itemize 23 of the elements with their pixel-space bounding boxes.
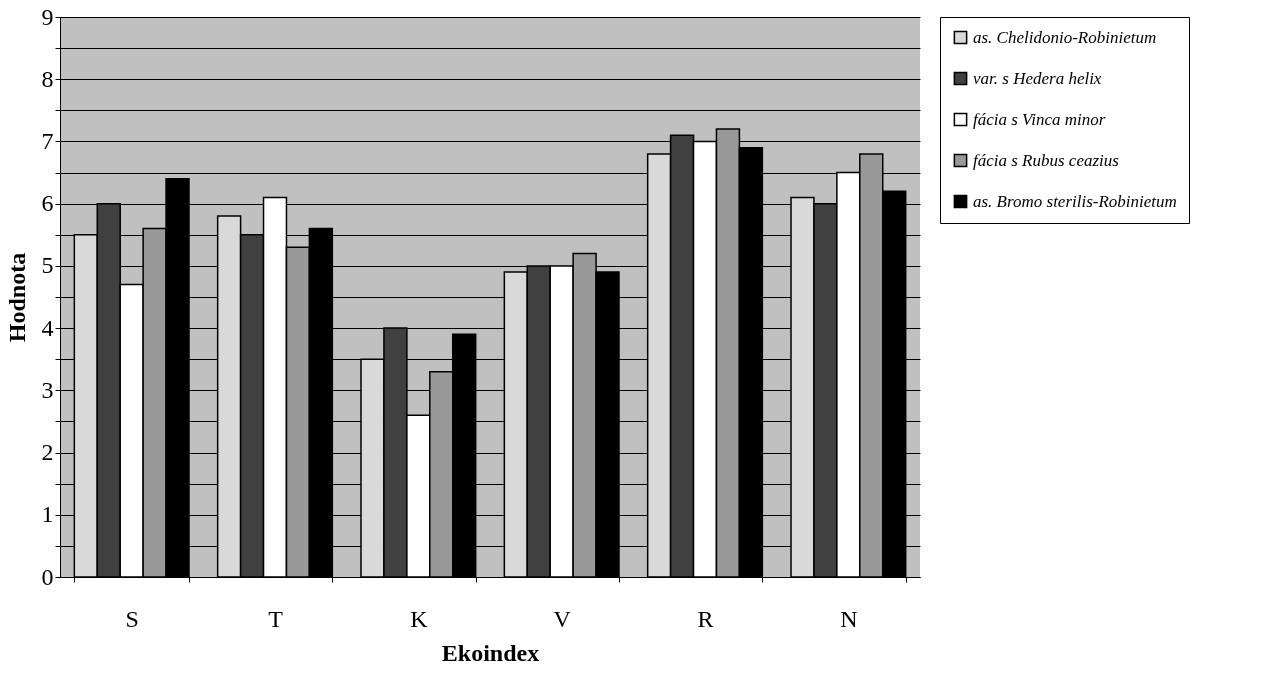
legend-label: var. s Hedera helix (973, 68, 1102, 88)
y-tick-label: 0 (41, 563, 54, 590)
x-tick-label: N (840, 605, 858, 632)
y-tick-label: 2 (41, 439, 54, 466)
x-tick-label: S (125, 605, 139, 632)
y-tick-label: 1 (41, 501, 54, 528)
legend-label: fácia s Rubus ceazius (973, 150, 1120, 170)
x-axis-title: Ekoindex (441, 639, 540, 666)
y-tick-label: 8 (41, 65, 54, 92)
y-tick-label: 6 (41, 190, 54, 217)
x-tick-label: K (410, 605, 429, 632)
legend-label: as. Bromo sterilis-Robinietum (973, 191, 1177, 211)
x-tick-label: V (553, 605, 572, 632)
y-tick-label: 7 (41, 127, 54, 154)
y-tick-label: 4 (41, 314, 54, 341)
x-tick-label: R (697, 605, 714, 632)
y-tick-label: 5 (41, 252, 54, 279)
y-axis-title: Hodnota (3, 252, 30, 343)
x-tick-label: T (268, 605, 284, 632)
legend-label: as. Chelidonio-Robinietum (973, 27, 1157, 47)
y-tick-label: 9 (41, 3, 54, 30)
legend-label: fácia s Vinca minor (973, 109, 1106, 129)
y-tick-label: 3 (41, 376, 54, 403)
